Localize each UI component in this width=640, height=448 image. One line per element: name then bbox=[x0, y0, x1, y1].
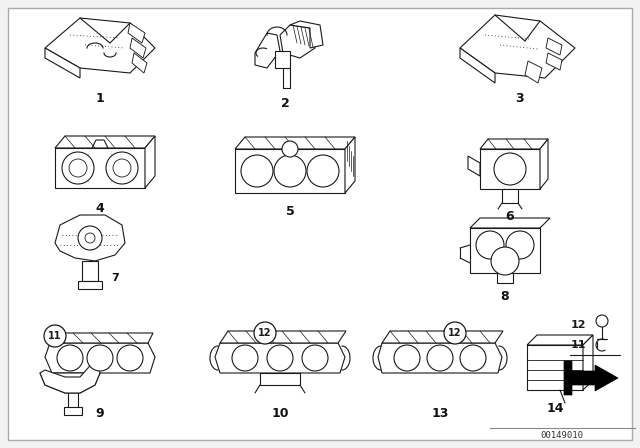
Text: 2: 2 bbox=[280, 96, 289, 109]
Circle shape bbox=[62, 152, 94, 184]
Circle shape bbox=[444, 322, 466, 344]
Polygon shape bbox=[378, 343, 502, 373]
Polygon shape bbox=[45, 18, 155, 73]
Circle shape bbox=[596, 315, 608, 327]
Circle shape bbox=[241, 155, 273, 187]
Polygon shape bbox=[280, 25, 315, 58]
Circle shape bbox=[44, 325, 66, 347]
Circle shape bbox=[85, 233, 95, 243]
Circle shape bbox=[78, 226, 102, 250]
Text: 6: 6 bbox=[506, 210, 515, 223]
Circle shape bbox=[117, 345, 143, 371]
Polygon shape bbox=[132, 53, 147, 73]
Circle shape bbox=[491, 247, 519, 275]
Circle shape bbox=[69, 159, 87, 177]
Polygon shape bbox=[50, 333, 153, 343]
Text: 12: 12 bbox=[259, 328, 272, 338]
Polygon shape bbox=[468, 156, 480, 176]
Circle shape bbox=[267, 345, 293, 371]
Polygon shape bbox=[130, 38, 146, 58]
Polygon shape bbox=[502, 189, 518, 203]
Circle shape bbox=[106, 152, 138, 184]
Polygon shape bbox=[564, 361, 618, 395]
Text: 12: 12 bbox=[570, 320, 586, 330]
Polygon shape bbox=[540, 139, 548, 189]
Polygon shape bbox=[470, 218, 550, 228]
Text: 11: 11 bbox=[48, 331, 61, 341]
Polygon shape bbox=[460, 15, 575, 78]
Polygon shape bbox=[497, 273, 513, 283]
Polygon shape bbox=[583, 335, 593, 390]
Polygon shape bbox=[527, 335, 593, 345]
Circle shape bbox=[254, 322, 276, 344]
Polygon shape bbox=[546, 38, 562, 55]
Text: 12: 12 bbox=[448, 328, 461, 338]
Polygon shape bbox=[128, 23, 145, 43]
Text: 00149010: 00149010 bbox=[541, 431, 584, 439]
Circle shape bbox=[87, 345, 113, 371]
Circle shape bbox=[113, 159, 131, 177]
Polygon shape bbox=[45, 343, 155, 373]
Text: 3: 3 bbox=[516, 91, 524, 104]
Text: 1: 1 bbox=[95, 91, 104, 104]
Circle shape bbox=[476, 231, 504, 259]
Polygon shape bbox=[220, 331, 346, 343]
Circle shape bbox=[427, 345, 453, 371]
Polygon shape bbox=[345, 137, 355, 193]
Polygon shape bbox=[45, 48, 80, 78]
Text: 8: 8 bbox=[500, 289, 509, 302]
Polygon shape bbox=[525, 61, 542, 83]
Polygon shape bbox=[480, 149, 540, 189]
Text: 11: 11 bbox=[570, 340, 586, 350]
Polygon shape bbox=[215, 343, 345, 373]
Text: 14: 14 bbox=[547, 401, 564, 414]
Polygon shape bbox=[64, 407, 82, 415]
Circle shape bbox=[232, 345, 258, 371]
Circle shape bbox=[394, 345, 420, 371]
Text: 9: 9 bbox=[96, 406, 104, 419]
Polygon shape bbox=[145, 136, 155, 188]
Polygon shape bbox=[78, 281, 102, 289]
Circle shape bbox=[57, 345, 83, 371]
Polygon shape bbox=[235, 149, 345, 193]
Text: 5: 5 bbox=[285, 204, 294, 217]
Polygon shape bbox=[40, 360, 100, 393]
Circle shape bbox=[307, 155, 339, 187]
Polygon shape bbox=[460, 48, 495, 83]
Circle shape bbox=[494, 153, 526, 185]
Circle shape bbox=[274, 155, 306, 187]
Polygon shape bbox=[82, 261, 98, 281]
Polygon shape bbox=[40, 373, 100, 393]
Circle shape bbox=[506, 231, 534, 259]
Polygon shape bbox=[55, 215, 125, 261]
Polygon shape bbox=[260, 373, 300, 385]
Circle shape bbox=[302, 345, 328, 371]
Polygon shape bbox=[382, 331, 503, 343]
Circle shape bbox=[282, 141, 298, 157]
Text: 10: 10 bbox=[271, 406, 289, 419]
Polygon shape bbox=[290, 21, 323, 48]
Text: 4: 4 bbox=[95, 202, 104, 215]
Polygon shape bbox=[527, 345, 583, 390]
Circle shape bbox=[460, 345, 486, 371]
Polygon shape bbox=[255, 33, 280, 68]
Text: 13: 13 bbox=[431, 406, 449, 419]
Polygon shape bbox=[480, 139, 548, 149]
Polygon shape bbox=[470, 228, 540, 273]
Polygon shape bbox=[92, 140, 108, 148]
Text: 7: 7 bbox=[111, 273, 119, 283]
Polygon shape bbox=[55, 148, 145, 188]
Polygon shape bbox=[275, 51, 290, 68]
Polygon shape bbox=[546, 53, 562, 70]
Polygon shape bbox=[235, 137, 355, 149]
Polygon shape bbox=[55, 136, 155, 148]
